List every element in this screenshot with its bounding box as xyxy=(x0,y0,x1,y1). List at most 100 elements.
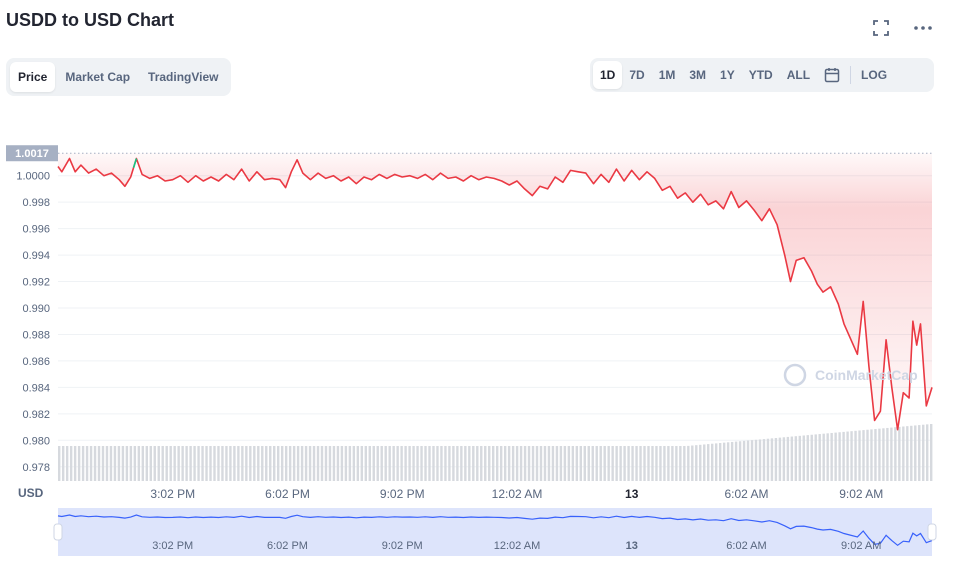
range-tab-ytd[interactable]: YTD xyxy=(748,68,773,82)
range-tab-1d[interactable]: 1D xyxy=(593,61,623,89)
volume-bar xyxy=(507,446,511,481)
volume-bar xyxy=(623,446,626,481)
volume-bar xyxy=(555,446,559,481)
y-tick-label: 0.978 xyxy=(22,462,50,474)
y-tick-label: 0.992 xyxy=(22,277,50,289)
volume-bar xyxy=(539,446,543,481)
price-chart[interactable]: 1.0000 0.998 0.996 0.994 0.992 0.990 0.988 0.98… xyxy=(0,110,953,572)
volume-bar xyxy=(663,446,666,481)
price-tag-bg xyxy=(6,145,58,162)
volume-bar xyxy=(611,446,614,481)
range-tab-1m[interactable]: 1M xyxy=(658,68,676,82)
volume-bar xyxy=(495,446,499,481)
volume-bar xyxy=(61,446,65,481)
volume-bar xyxy=(591,446,594,481)
volume-bar xyxy=(69,446,73,481)
volume-bar xyxy=(137,446,141,481)
volume-bar xyxy=(129,446,133,481)
navigator-window xyxy=(58,508,932,556)
volume-bar xyxy=(870,429,873,481)
volume-bar xyxy=(742,440,746,481)
volume-bar xyxy=(599,446,602,481)
volume-bar xyxy=(476,446,479,481)
volume-bar xyxy=(651,446,654,481)
current-price-tag: 1.0017 xyxy=(15,148,49,160)
volume-bar xyxy=(440,446,443,481)
volume-bar xyxy=(85,446,89,481)
volume-bar xyxy=(109,446,113,481)
y-tick-label: 0.988 xyxy=(22,329,50,341)
volume-bar xyxy=(456,446,459,481)
volume-bar xyxy=(253,446,256,481)
volume-bar xyxy=(265,446,268,481)
navigator-handle-left[interactable] xyxy=(53,523,63,541)
volume-bar xyxy=(758,439,762,481)
volume-bar xyxy=(424,446,427,481)
more-dots-icon[interactable] xyxy=(913,18,933,38)
volume-bar xyxy=(734,441,738,481)
volume-bar xyxy=(551,446,555,481)
volume-bar xyxy=(806,435,809,481)
volume-bar xyxy=(627,446,630,481)
volume-bar xyxy=(930,424,933,481)
volume-bar xyxy=(245,446,248,481)
volume-bar xyxy=(280,446,284,481)
volume-bar xyxy=(770,438,774,481)
volume-bar xyxy=(488,446,491,481)
range-tab-1y[interactable]: 1Y xyxy=(720,68,735,82)
volume-bar xyxy=(567,446,571,481)
volume-bar xyxy=(65,446,69,481)
volume-bar xyxy=(356,446,360,481)
volume-bar xyxy=(874,429,877,481)
volume-bar xyxy=(312,446,316,481)
calendar-icon[interactable] xyxy=(817,61,847,89)
volume-bar xyxy=(452,446,455,481)
volume-bar xyxy=(161,446,164,481)
volume-bar xyxy=(145,446,148,481)
volume-bar xyxy=(543,446,547,481)
log-scale-toggle[interactable]: LOG xyxy=(861,68,888,82)
volume-bar xyxy=(364,446,367,481)
range-tab-3m[interactable]: 3M xyxy=(689,68,707,82)
volume-bar xyxy=(607,446,610,481)
tab-price[interactable]: Price xyxy=(10,62,56,92)
volume-bar xyxy=(77,446,81,481)
volume-bar xyxy=(595,446,598,481)
volume-bar xyxy=(460,446,463,481)
volume-bar xyxy=(149,446,152,481)
volume-bar xyxy=(926,424,929,481)
volume-bar xyxy=(472,446,475,481)
volume-bar xyxy=(587,446,590,481)
volume-bar xyxy=(368,446,371,481)
volume-bar xyxy=(101,446,105,481)
volume-bar xyxy=(408,446,411,481)
volume-bar xyxy=(221,446,224,481)
volume-bar xyxy=(918,425,921,481)
tab-divider xyxy=(850,66,852,84)
volume-bar xyxy=(300,446,304,481)
volume-bar xyxy=(237,446,240,481)
volume-bar xyxy=(826,433,829,481)
tab-market-cap[interactable]: Market Cap xyxy=(65,70,131,84)
navigator-handle-right[interactable] xyxy=(927,523,937,541)
volume-bar xyxy=(858,430,861,481)
volume-bar xyxy=(412,446,415,481)
volume-bar xyxy=(910,425,913,481)
range-tab-all[interactable]: ALL xyxy=(786,68,811,82)
volume-bar xyxy=(882,428,885,481)
volume-bar xyxy=(862,430,865,481)
volume-bar xyxy=(181,446,184,481)
expand-icon[interactable] xyxy=(871,18,891,38)
volume-bar xyxy=(675,446,678,481)
volume-bar xyxy=(547,446,551,481)
volume-bar xyxy=(269,446,272,481)
volume-bar xyxy=(304,446,308,481)
volume-bar xyxy=(714,443,718,481)
volume-bar xyxy=(575,446,579,481)
volume-bar xyxy=(762,439,766,481)
range-tab-7d[interactable]: 7D xyxy=(629,68,645,82)
volume-bar xyxy=(822,433,825,481)
volume-bar xyxy=(81,446,85,481)
volume-bar xyxy=(153,446,156,481)
tab-tradingview[interactable]: TradingView xyxy=(148,70,219,84)
